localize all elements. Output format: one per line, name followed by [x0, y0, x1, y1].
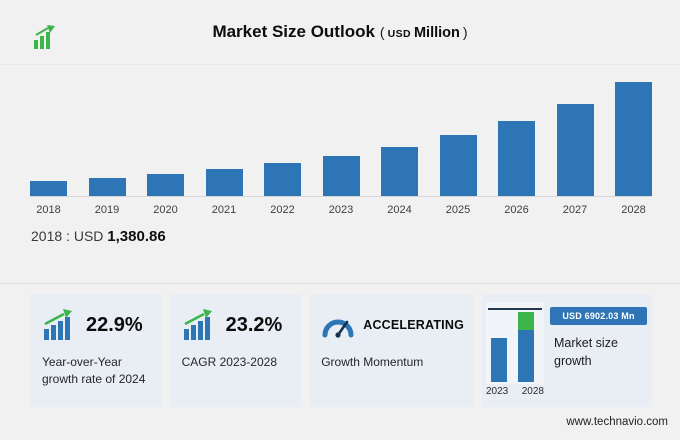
mini-bar-2023 — [491, 338, 507, 382]
x-axis-label-2027: 2027 — [562, 204, 588, 216]
card-growth-momentum: ACCELERATING Growth Momentum — [309, 294, 474, 407]
unit-currency: USD — [387, 28, 411, 40]
x-axis-label-2025: 2025 — [445, 204, 471, 216]
card-market-size-growth: 2023 2028 USD 6902.03 Mn Market size gro… — [482, 294, 652, 407]
incremental-growth-segment — [518, 312, 534, 330]
x-axis-label-2022: 2022 — [270, 204, 295, 216]
callout-currency: USD — [73, 228, 104, 244]
x-axis-label-2028: 2028 — [621, 204, 646, 216]
bar-2023 — [322, 156, 360, 196]
card-yoy-growth: 22.9% Year-over-Year growth rate of 2024 — [30, 294, 162, 407]
mini-bar-2028 — [518, 330, 534, 382]
market-size-growth-label: Market size growth — [554, 334, 618, 370]
x-axis-label-2018: 2018 — [36, 204, 61, 216]
yoy-growth-label: Year-over-Year growth rate of 2024 — [42, 354, 152, 388]
yoy-growth-label-line1: Year-over-Year — [42, 355, 122, 369]
callout-separator: : — [66, 228, 70, 244]
bars-row — [30, 78, 652, 197]
bar-2019 — [88, 178, 126, 196]
market-size-growth-line2: growth — [554, 354, 592, 369]
callout-year: 2018 — [31, 228, 63, 244]
yoy-growth-bars-arrow-icon — [42, 309, 78, 341]
bar-2022 — [264, 163, 301, 196]
mini-year-2028: 2028 — [521, 386, 544, 397]
bar-2028 — [615, 82, 652, 196]
title-text: Market Size Outlook — [212, 22, 375, 41]
yoy-growth-header: 22.9% — [42, 306, 152, 344]
cagr-label: CAGR 2023-2028 — [181, 355, 277, 369]
momentum-label: Growth Momentum — [321, 355, 424, 369]
x-axis-label-2021: 2021 — [211, 204, 237, 216]
bar-2024 — [381, 147, 418, 196]
bar-2021 — [205, 169, 243, 196]
title-unit: ( USD Million ) — [380, 24, 468, 41]
momentum-value: ACCELERATING — [363, 318, 464, 332]
bar-2018 — [30, 181, 67, 196]
momentum-header: ACCELERATING — [321, 306, 464, 344]
cagr-growth-bars-arrow-icon — [182, 309, 218, 341]
bar-2025 — [439, 135, 477, 196]
website-url: www.technavio.com — [566, 416, 668, 428]
base-year-callout: 2018 : USD 1,380.86 — [31, 228, 166, 245]
yoy-growth-value: 22.9% — [86, 313, 143, 336]
bar-chart: 2018 2019 2020 2021 2022 2023 2024 2025 2026 2027… — [30, 78, 652, 216]
cagr-header: 23.2% — [182, 306, 292, 344]
unit-paren-open: ( — [379, 24, 385, 40]
bar-2026 — [498, 121, 535, 196]
mini-year-labels: 2023 2028 — [486, 386, 544, 397]
bar-2027 — [556, 104, 594, 196]
callout-value: 1,380.86 — [107, 228, 166, 245]
x-axis-label-2024: 2024 — [387, 204, 412, 216]
stat-cards: 22.9% Year-over-Year growth rate of 2024 — [30, 294, 652, 407]
unit-text: Million — [413, 25, 460, 41]
unit-paren-close: ) — [462, 24, 468, 40]
yoy-growth-label-line2: growth rate of 2024 — [42, 371, 146, 386]
growth-amount-badge: USD 6902.03 Mn — [550, 307, 647, 325]
header: Market Size Outlook ( USD Million ) — [0, 0, 680, 65]
growth-chart-icon — [33, 25, 57, 50]
market-size-growth-line1: Market size — [554, 336, 618, 350]
x-axis-labels: 2018 2019 2020 2021 2022 2023 2024 2025 2026 2027… — [30, 204, 652, 216]
card-cagr: 23.2% CAGR 2023-2028 — [169, 294, 302, 407]
speedometer-icon — [321, 312, 355, 338]
x-axis-label-2023: 2023 — [328, 204, 354, 216]
bar-2020 — [147, 174, 184, 196]
x-axis-label-2026: 2026 — [504, 204, 529, 216]
cagr-value: 23.2% — [225, 313, 283, 336]
page-title: Market Size Outlook ( USD Million ) — [212, 22, 467, 42]
x-axis-label-2019: 2019 — [94, 204, 120, 216]
mini-year-2023: 2023 — [486, 386, 509, 397]
x-axis-label-2020: 2020 — [153, 204, 178, 216]
growth-cap-line — [488, 308, 542, 310]
section-divider — [0, 283, 680, 284]
